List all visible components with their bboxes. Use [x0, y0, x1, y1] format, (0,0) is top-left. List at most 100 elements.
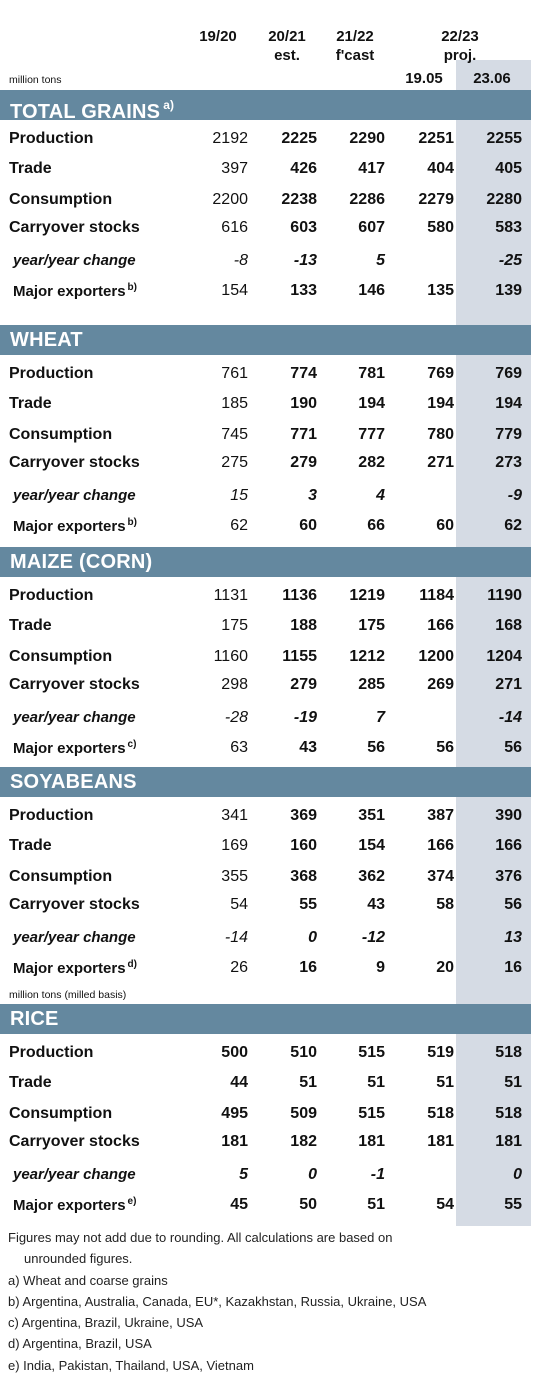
- row-label-text: Major exporters: [13, 740, 126, 757]
- section-title: SOYABEANS: [10, 771, 137, 793]
- unit-label: million tons: [9, 74, 62, 86]
- row-label-text: Carryover stocks: [9, 219, 140, 236]
- table-cell: 2255: [486, 130, 522, 147]
- row-label-text: Trade: [9, 395, 52, 412]
- table-cell: 374: [427, 868, 454, 885]
- table-row-year-year-change: year/year change -28 -19 7 -14: [0, 709, 531, 731]
- row-label-text: Major exporters: [13, 518, 126, 535]
- table-row-trade: Trade 175 188 175 166 168: [0, 617, 531, 639]
- table-cell: 26: [230, 959, 248, 976]
- row-label-text: Production: [9, 587, 94, 604]
- table-cell: 519: [427, 1044, 454, 1061]
- table-cell: 282: [358, 454, 385, 471]
- table-cell: 139: [495, 282, 522, 299]
- table-cell: 2290: [349, 130, 385, 147]
- table-cell: 55: [299, 896, 317, 913]
- table-cell: 495: [221, 1105, 248, 1122]
- table-cell: 761: [221, 365, 248, 382]
- table-cell: 154: [358, 837, 385, 854]
- table-cell: 175: [358, 617, 385, 634]
- table-cell: 780: [427, 426, 454, 443]
- table-cell: 44: [230, 1074, 248, 1091]
- table-cell: 58: [436, 896, 454, 913]
- table-cell: -8: [233, 252, 248, 269]
- row-label-text: Production: [9, 807, 94, 824]
- table-row-carryover-stocks: Carryover stocks 181 182 181 181 181: [0, 1133, 531, 1155]
- table-cell: 54: [230, 896, 248, 913]
- table-cell: 166: [427, 617, 454, 634]
- table-cell: 603: [290, 219, 317, 236]
- row-label: Trade: [9, 1074, 52, 1092]
- footnote: unrounded figures.: [24, 1251, 133, 1267]
- table-cell: 515: [358, 1105, 385, 1122]
- table-cell: 769: [495, 365, 522, 382]
- table-cell: 43: [367, 896, 385, 913]
- row-label: Consumption: [9, 648, 112, 666]
- row-label: year/year change: [13, 487, 136, 504]
- table-cell: 0: [308, 1166, 317, 1183]
- table-cell: 1190: [487, 587, 522, 604]
- row-label-text: Carryover stocks: [9, 454, 140, 471]
- row-label: Production: [9, 1044, 93, 1062]
- row-label: Major exporters e): [13, 1196, 136, 1214]
- table-cell: 405: [495, 160, 522, 177]
- table-cell: 279: [290, 676, 317, 693]
- table-row-trade: Trade 44 51 51 51 51: [0, 1074, 531, 1096]
- row-label: Trade: [9, 617, 52, 635]
- row-label: Major exporters b): [13, 282, 137, 300]
- table-cell: 135: [427, 282, 454, 299]
- col-header-19-05: 19.05: [405, 70, 443, 87]
- table-cell: 2280: [486, 191, 522, 208]
- table-cell: 426: [290, 160, 317, 177]
- table-cell: 51: [299, 1074, 317, 1091]
- table-cell: 50: [299, 1196, 317, 1213]
- section-header: WHEAT: [0, 325, 531, 355]
- table-cell: 2192: [212, 130, 248, 147]
- row-note: e): [127, 1196, 137, 1207]
- table-cell: 166: [427, 837, 454, 854]
- row-label-text: Trade: [9, 617, 52, 634]
- table-cell: 275: [221, 454, 248, 471]
- footnote: Figures may not add due to rounding. All…: [8, 1230, 393, 1245]
- row-label: Consumption: [9, 868, 112, 886]
- row-label: Carryover stocks: [9, 219, 140, 237]
- table-cell: 362: [358, 868, 385, 885]
- table-row-production: Production 761 774 781 769 769: [0, 365, 531, 387]
- table-cell: 273: [495, 454, 522, 471]
- table-cell: 510: [290, 1044, 317, 1061]
- table-cell: 60: [299, 517, 317, 534]
- row-label: year/year change: [13, 929, 136, 946]
- row-label: Carryover stocks: [9, 896, 140, 914]
- table-row-consumption: Consumption 495 509 515 518 518: [0, 1105, 531, 1127]
- table-cell: 181: [427, 1133, 454, 1150]
- table-cell: -14: [498, 709, 522, 726]
- row-note: d): [127, 959, 137, 970]
- table-cell: 509: [290, 1105, 317, 1122]
- table-cell: 54: [436, 1196, 454, 1213]
- table-cell: 13: [504, 929, 522, 946]
- table-cell: 580: [427, 219, 454, 236]
- table-cell: 1184: [419, 587, 454, 604]
- table-cell: 62: [504, 517, 522, 534]
- col-header-23-06: 23.06: [473, 70, 511, 87]
- row-label-text: Carryover stocks: [9, 896, 140, 913]
- row-note: c): [127, 739, 137, 750]
- section-header: TOTAL GRAINS a): [0, 90, 531, 123]
- table-cell: 15: [230, 487, 248, 504]
- table-cell: 62: [230, 517, 248, 534]
- row-label-text: Consumption: [9, 648, 113, 665]
- table-cell: 16: [299, 959, 317, 976]
- table-cell: 154: [221, 282, 248, 299]
- section-note: a): [163, 98, 175, 112]
- row-label: year/year change: [13, 252, 136, 269]
- table-row-major-exporters: Major exporters d) 26 16 9 20 16: [0, 959, 531, 981]
- table-row-major-exporters: Major exporters c) 63 43 56 56 56: [0, 739, 531, 761]
- row-label: year/year change: [13, 1166, 136, 1183]
- section-header: MAIZE (CORN): [0, 547, 531, 577]
- footnote: d) Argentina, Brazil, USA: [8, 1336, 152, 1352]
- row-label: Carryover stocks: [9, 676, 140, 694]
- table-cell: -25: [498, 252, 522, 269]
- table-cell: 16: [504, 959, 522, 976]
- table-cell: 2251: [418, 130, 454, 147]
- row-label: Trade: [9, 395, 52, 413]
